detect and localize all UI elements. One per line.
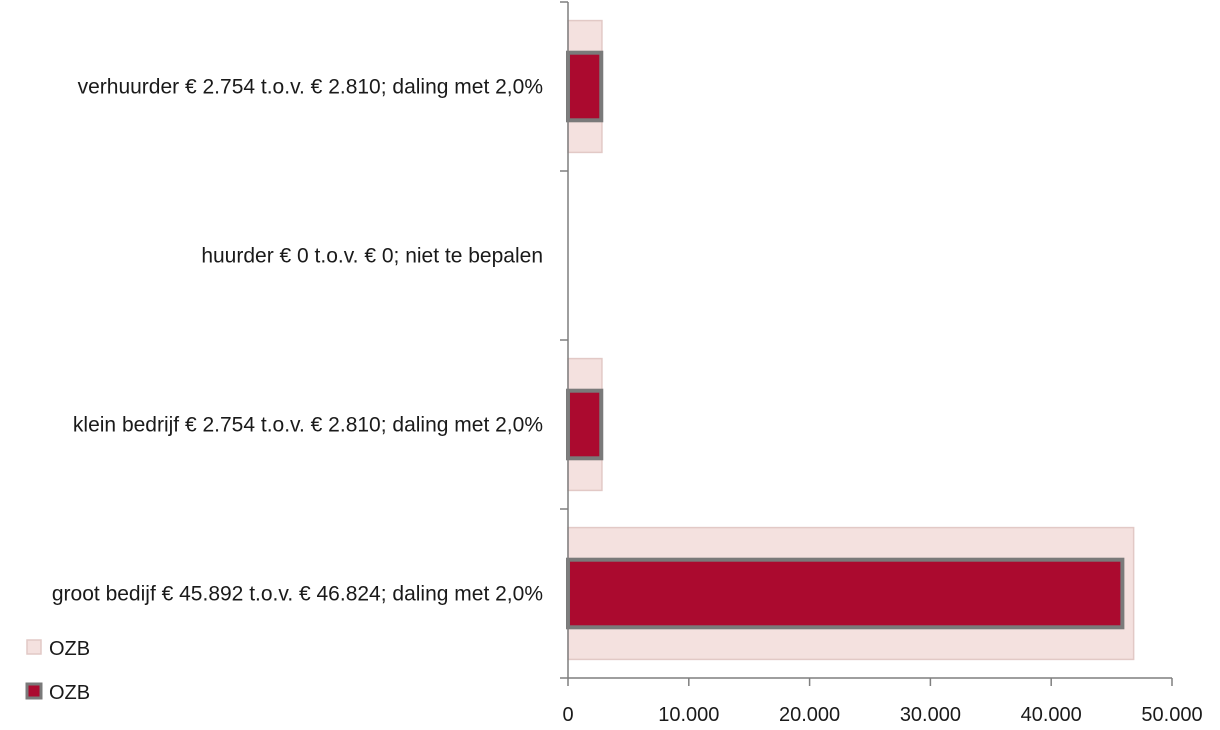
legend: OZB OZB bbox=[25, 638, 90, 704]
x-tick-label-2: 20.000 bbox=[779, 704, 840, 726]
legend-label-1: OZB bbox=[49, 682, 90, 704]
x-tick-label-1: 10.000 bbox=[658, 704, 719, 726]
x-tick-labels: 0 10.000 20.000 30.000 40.000 50.000 bbox=[562, 704, 1202, 726]
bar-inner-2 bbox=[566, 388, 604, 461]
bars-group bbox=[566, 19, 1135, 661]
category-labels: verhuurder € 2.754 t.o.v. € 2.810; dalin… bbox=[52, 76, 543, 606]
legend-swatch-0 bbox=[26, 639, 42, 655]
category-label-3: groot bedijf € 45.892 t.o.v. € 46.824; d… bbox=[52, 583, 543, 606]
legend-label-0: OZB bbox=[49, 638, 90, 660]
category-label-1: huurder € 0 t.o.v. € 0; niet te bepalen bbox=[201, 245, 543, 268]
legend-swatch-1 bbox=[25, 682, 43, 700]
bar-inner-0 bbox=[566, 50, 604, 123]
x-tick-label-3: 30.000 bbox=[900, 704, 961, 726]
category-label-2: klein bedrijf € 2.754 t.o.v. € 2.810; da… bbox=[73, 414, 543, 437]
axes-group bbox=[560, 1, 1173, 686]
x-tick-label-0: 0 bbox=[562, 704, 573, 726]
category-label-0: verhuurder € 2.754 t.o.v. € 2.810; dalin… bbox=[78, 76, 543, 99]
bar-inner-3 bbox=[566, 557, 1125, 630]
x-tick-label-4: 40.000 bbox=[1021, 704, 1082, 726]
x-tick-label-5: 50.000 bbox=[1141, 704, 1202, 726]
